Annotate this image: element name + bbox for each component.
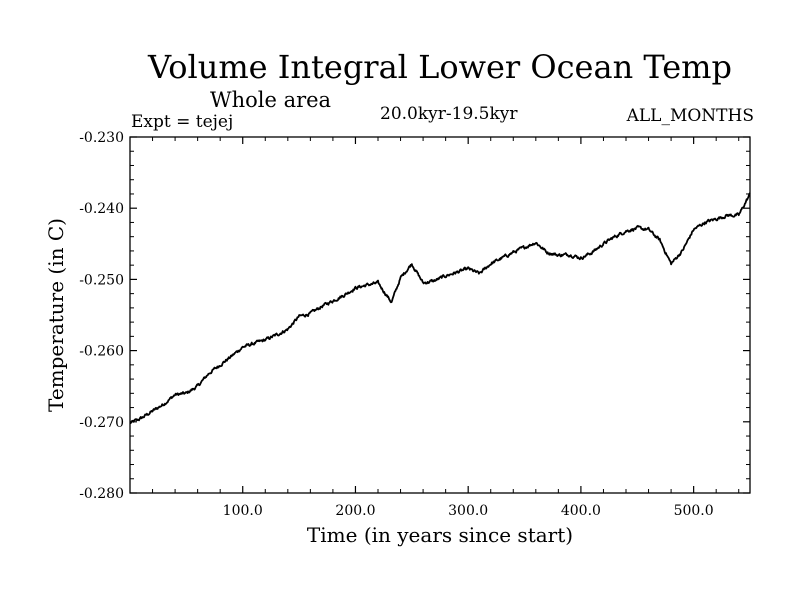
months-label: ALL_MONTHS xyxy=(626,106,754,126)
y-tick-label: -0.270 xyxy=(79,415,124,431)
y-tick-label: -0.240 xyxy=(79,201,124,217)
x-tick-label: 200.0 xyxy=(335,503,375,519)
x-tick-label: 300.0 xyxy=(448,503,488,519)
y-tick-label: -0.250 xyxy=(79,272,124,288)
x-tick-label: 500.0 xyxy=(674,503,714,519)
chart-title: Volume Integral Lower Ocean Temp xyxy=(148,48,732,86)
chart-subtitle: Whole area xyxy=(210,88,332,112)
y-tick-label: -0.280 xyxy=(79,486,124,502)
x-tick-label: 100.0 xyxy=(223,503,263,519)
x-axis-label: Time (in years since start) xyxy=(307,523,573,547)
y-axis-label: Temperature (in C) xyxy=(44,218,68,412)
experiment-label: Expt = tejej xyxy=(131,112,234,132)
period-label: 20.0kyr-19.5kyr xyxy=(380,104,518,124)
x-tick-label: 400.0 xyxy=(561,503,601,519)
series-line xyxy=(129,192,751,425)
plot-frame xyxy=(129,136,751,494)
y-tick-label: -0.260 xyxy=(79,344,124,360)
y-tick-label: -0.230 xyxy=(79,130,124,146)
